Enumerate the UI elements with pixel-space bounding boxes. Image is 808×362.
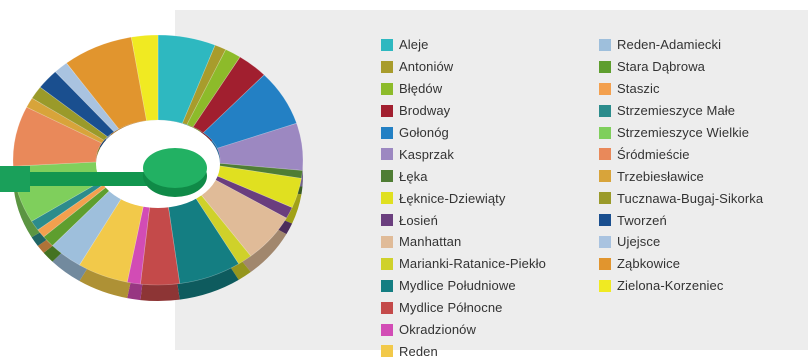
legend-item[interactable]: Marianki-Ratanice-Piekło [381, 253, 546, 275]
legend-item[interactable]: Łosień [381, 209, 546, 231]
legend-item[interactable]: Ząbkowice [599, 253, 763, 275]
legend-label: Staszic [617, 81, 660, 97]
center-connector-bar [30, 172, 150, 186]
legend-item[interactable]: Reden [381, 340, 546, 362]
legend-swatch [599, 126, 611, 139]
legend-swatch [599, 82, 611, 95]
legend-item[interactable]: Śródmieście [599, 143, 763, 165]
legend-item[interactable]: Strzemieszyce Małe [599, 100, 763, 122]
legend-label: Aleje [399, 37, 429, 53]
legend-item[interactable]: Brodway [381, 100, 546, 122]
legend-item[interactable]: Strzemieszyce Wielkie [599, 122, 763, 144]
legend-item[interactable]: Mydlice Południowe [381, 275, 546, 297]
legend-swatch [381, 148, 393, 161]
legend-label: Strzemieszyce Małe [617, 103, 736, 119]
legend-swatch [381, 323, 393, 336]
legend-label: Mydlice Południowe [399, 278, 516, 294]
legend-item[interactable]: Manhattan [381, 231, 546, 253]
legend-swatch [599, 257, 611, 270]
legend-item[interactable]: Stara Dąbrowa [599, 56, 763, 78]
legend-item[interactable]: Trzebiesławice [599, 165, 763, 187]
legend-item[interactable]: Staszic [599, 78, 763, 100]
legend-label: Brodway [399, 103, 451, 119]
legend-item[interactable]: Mydlice Północne [381, 297, 546, 319]
legend-item[interactable]: Reden-Adamiecki [599, 34, 763, 56]
legend-swatch [381, 214, 393, 227]
legend-label: Tworzeń [617, 212, 667, 228]
legend-label: Ząbkowice [617, 256, 681, 272]
legend-swatch [599, 214, 611, 227]
legend-label: Łęknice-Dziewiąty [399, 190, 506, 206]
legend-swatch [381, 301, 393, 314]
legend-swatch [381, 126, 393, 139]
legend-swatch [381, 82, 393, 95]
legend-item[interactable]: Antoniów [381, 56, 546, 78]
legend-item[interactable]: Tucznawa-Bugaj-Sikorka [599, 187, 763, 209]
donut-slice[interactable] [12, 106, 103, 167]
legend-swatch [381, 192, 393, 205]
legend-column-1: Aleje Antoniów Błędów Brodway Gołonóg Kasprza… [381, 34, 546, 362]
legend-label: Błędów [399, 81, 443, 97]
legend-label: Strzemieszyce Wielkie [617, 125, 750, 140]
legend-label: Łosień [399, 212, 438, 228]
legend-swatch [381, 104, 393, 117]
legend-swatch [599, 192, 611, 205]
legend-label: Zielona-Korzeniec [617, 278, 724, 294]
legend-item[interactable]: Łęknice-Dziewiąty [381, 187, 546, 209]
center-connector [0, 166, 30, 192]
legend-swatch [599, 235, 611, 248]
legend-swatch [381, 279, 393, 292]
legend-label: Trzebiesławice [617, 168, 704, 184]
legend-label: Kasprzak [399, 146, 454, 162]
legend-label: Stara Dąbrowa [617, 59, 706, 75]
legend-label: Łęka [399, 168, 428, 184]
legend-label: Reden [399, 343, 438, 359]
legend-swatch [381, 60, 393, 73]
legend-swatch [599, 148, 611, 161]
legend-column-2: Reden-Adamiecki Stara Dąbrowa Staszic Strze… [599, 34, 763, 297]
legend-item[interactable]: Kasprzak [381, 143, 546, 165]
donut-slice[interactable] [66, 36, 147, 130]
legend-item[interactable]: Ujejsce [599, 231, 763, 253]
legend-swatch [381, 235, 393, 248]
legend-label: Gołonóg [399, 125, 449, 140]
legend-label: Ujejsce [617, 234, 661, 250]
legend-label: Reden-Adamiecki [617, 37, 722, 53]
legend-item[interactable]: Okradzionów [381, 319, 546, 341]
legend-item[interactable]: Aleje [381, 34, 546, 56]
legend-label: Okradzionów [399, 322, 476, 338]
legend-swatch [599, 279, 611, 292]
legend-item[interactable]: Błędów [381, 78, 546, 100]
legend-swatch [599, 60, 611, 73]
legend-item[interactable]: Gołonóg [381, 122, 546, 144]
legend-label: Antoniów [399, 59, 454, 75]
legend-swatch [381, 170, 393, 183]
donut-chart [0, 34, 304, 302]
center-hub [143, 148, 207, 188]
legend-swatch [599, 170, 611, 183]
legend-swatch [381, 257, 393, 270]
legend-swatch [381, 38, 393, 51]
legend-label: Mydlice Północne [399, 300, 503, 316]
legend-item[interactable]: Łęka [381, 165, 546, 187]
legend-swatch [599, 38, 611, 51]
legend-label: Śródmieście [617, 146, 690, 162]
legend-item[interactable]: Tworzeń [599, 209, 763, 231]
legend-label: Manhattan [399, 234, 462, 250]
legend-swatch [381, 345, 393, 358]
legend-label: Marianki-Ratanice-Piekło [399, 256, 546, 272]
legend-swatch [599, 104, 611, 117]
legend-label: Tucznawa-Bugaj-Sikorka [617, 190, 764, 206]
legend-item[interactable]: Zielona-Korzeniec [599, 275, 763, 297]
